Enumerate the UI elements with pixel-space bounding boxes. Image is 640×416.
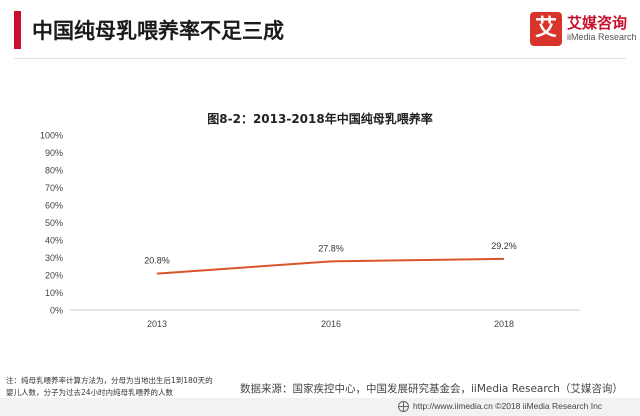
data-label: 27.8%: [318, 243, 344, 253]
calculation-note: 注：纯母乳喂养率计算方法为，分母为当地出生后1到180天的婴儿人数，分子为过去2…: [6, 376, 213, 397]
logo-english-name: iiMedia Research: [567, 32, 637, 42]
page-title: 中国纯母乳喂养率不足三成: [32, 19, 284, 43]
y-tick-label: 70%: [45, 183, 63, 193]
y-tick-label: 90%: [45, 148, 63, 158]
y-tick-label: 80%: [45, 166, 63, 176]
y-tick-label: 50%: [45, 218, 63, 228]
data-source: 数据来源：国家疾控中心，中国发展研究基金会，iiMedia Research（艾…: [240, 383, 623, 395]
x-axis: 2013 2016 2018: [70, 309, 580, 329]
chart-title: 图8-2：2013-2018年中国纯母乳喂养率: [207, 112, 433, 126]
series-line: [156, 257, 505, 275]
y-tick-label: 40%: [45, 236, 63, 246]
y-tick-label: 20%: [45, 271, 63, 281]
header-divider: [14, 58, 626, 59]
data-label: 20.8%: [144, 256, 170, 266]
y-tick-label: 10%: [45, 288, 63, 298]
globe-icon: [398, 401, 409, 412]
y-axis: 0% 10% 20% 30% 40% 50% 60% 70% 80% 90% 100%: [40, 131, 63, 316]
y-tick-label: 30%: [45, 253, 63, 263]
chart-series: 20.8% 27.8% 29.2%: [144, 241, 517, 275]
data-label: 29.2%: [491, 241, 517, 251]
y-tick-label: 60%: [45, 201, 63, 211]
brand-logo: 艾 艾媒咨询 iiMedia Research: [530, 8, 637, 52]
footer-bar: http://www.iimedia.cn ©2018 iiMedia Rese…: [0, 398, 640, 416]
x-tick-label: 2016: [321, 319, 341, 329]
header-accent-bar: [14, 11, 21, 49]
logo-chinese-name: 艾媒咨询: [567, 14, 628, 32]
footer-text: http://www.iimedia.cn ©2018 iiMedia Rese…: [413, 401, 603, 411]
y-tick-label: 100%: [40, 131, 63, 141]
x-tick-label: 2018: [494, 319, 514, 329]
y-tick-label: 0%: [50, 306, 63, 316]
logo-mark-icon: 艾: [530, 12, 562, 46]
x-tick-label: 2013: [147, 319, 167, 329]
